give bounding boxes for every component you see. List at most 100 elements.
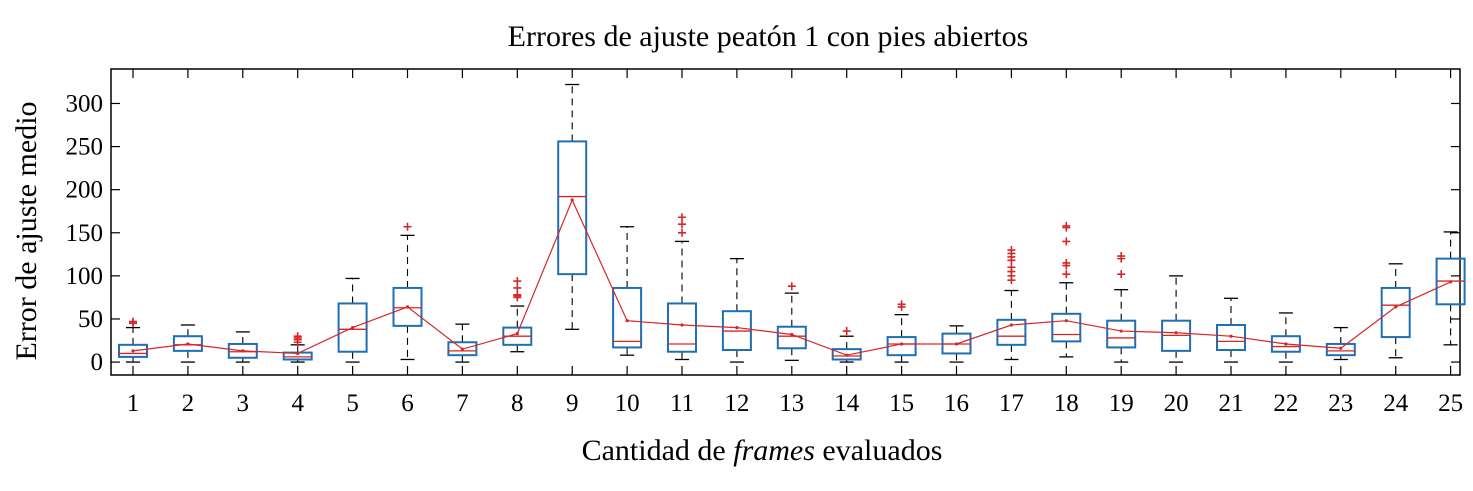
plot-frame: [110, 68, 1461, 376]
box: [1380, 286, 1411, 339]
outlier-point: [842, 327, 851, 336]
outlier-point: [678, 228, 686, 237]
x-tick-label: 21: [1219, 390, 1244, 417]
box: [118, 343, 148, 358]
y-axis-label: Error de ajuste medio: [10, 101, 43, 360]
mean-point: [1449, 280, 1453, 284]
mean-line: [132, 198, 1451, 356]
outlier-point: [293, 332, 302, 341]
x-tick-label: 15: [889, 390, 914, 417]
x-tick-label: 10: [615, 390, 640, 417]
mean-point: [790, 332, 794, 337]
mean-point: [1229, 334, 1233, 338]
outlier-point: [1062, 221, 1071, 230]
box: [1270, 335, 1301, 353]
mean-point: [241, 349, 245, 353]
box: [392, 286, 423, 327]
box: [776, 325, 807, 350]
x-tick-label: 6: [401, 390, 414, 417]
box: [172, 335, 203, 352]
mean-point: [954, 342, 959, 346]
x-tick-label: 25: [1438, 390, 1463, 417]
outlier-point: [1062, 258, 1071, 267]
mean-point: [1174, 331, 1178, 335]
y-tick-label: 150: [66, 220, 104, 247]
mean-point: [1339, 346, 1343, 350]
outlier-point: [1007, 263, 1016, 272]
mean-point: [351, 325, 355, 330]
x-tick-label: 18: [1054, 390, 1079, 417]
y-tick-label: 250: [66, 134, 104, 161]
mean-point: [1119, 329, 1123, 333]
box: [1216, 324, 1246, 352]
y-tick-label: 0: [91, 349, 104, 376]
outlier-point: [787, 282, 796, 291]
mean-point: [515, 332, 519, 336]
outlier-point: [513, 283, 522, 292]
y-tick-label: 50: [78, 306, 103, 333]
x-tick-label: 16: [944, 390, 969, 417]
x-tick-label: 17: [999, 390, 1024, 417]
box: [831, 348, 862, 361]
box: [1106, 319, 1137, 349]
box: [612, 286, 643, 349]
mean-point: [1009, 323, 1014, 327]
box: [667, 302, 697, 353]
box: [337, 302, 368, 353]
outlier-point: [129, 317, 137, 326]
x-tick-label: 2: [182, 390, 195, 417]
y-tick-label: 100: [66, 263, 104, 290]
x-tick-label: 8: [511, 390, 524, 417]
mean-point: [460, 347, 464, 351]
mean-point: [570, 198, 574, 202]
x-tick-label: 9: [566, 390, 579, 417]
x-tick-label: 13: [779, 390, 804, 417]
box: [1325, 342, 1356, 357]
box: [227, 342, 258, 359]
outlier-point: [1062, 237, 1071, 246]
x-tick-label: 3: [237, 390, 250, 417]
x-tick-label: 4: [291, 390, 304, 417]
outlier-point: [897, 300, 906, 309]
x-tick-label: 24: [1383, 390, 1409, 417]
mean-point: [680, 323, 684, 327]
box: [1051, 312, 1082, 343]
mean-point: [186, 342, 190, 346]
x-tick-label: 7: [456, 390, 469, 417]
outlier-point: [1062, 270, 1071, 279]
x-axis-label-italic: frames: [733, 434, 815, 467]
y-tick-label: 300: [66, 90, 104, 117]
x-tick-label: 19: [1109, 390, 1134, 417]
box: [447, 341, 478, 357]
outlier-point: [1117, 252, 1126, 261]
x-tick-label: 11: [670, 390, 694, 417]
x-tick-label: 20: [1164, 390, 1189, 417]
x-tick-label: 12: [724, 390, 749, 417]
x-tick-label: 5: [346, 390, 359, 417]
mean-point: [1064, 319, 1068, 323]
x-tick-label: 14: [834, 390, 860, 417]
x-tick-label: 1: [127, 390, 140, 417]
x-axis-label-suffix: evaluados: [815, 434, 942, 467]
mean-point: [1284, 342, 1288, 346]
x-axis-label-prefix: Cantidad de: [582, 434, 734, 467]
outlier-point: [513, 277, 522, 286]
outlier-point: [1007, 246, 1016, 255]
chart-title: Errores de ajuste peatón 1 con pies abie…: [508, 20, 1029, 53]
mean-point: [131, 349, 135, 353]
x-axis-label: Cantidad de frames evaluados: [582, 434, 943, 467]
y-tick-label: 200: [66, 177, 104, 204]
outlier-point: [513, 290, 522, 299]
mean-point: [735, 325, 739, 330]
mean-point: [625, 319, 629, 323]
mean-point: [405, 305, 410, 309]
box: [886, 336, 917, 357]
box: [557, 140, 588, 276]
x-tick-label: 23: [1328, 390, 1353, 417]
mean-point: [296, 351, 300, 356]
mean-point: [900, 342, 904, 346]
outlier-point: [1117, 270, 1126, 279]
mean-point: [1394, 305, 1398, 309]
